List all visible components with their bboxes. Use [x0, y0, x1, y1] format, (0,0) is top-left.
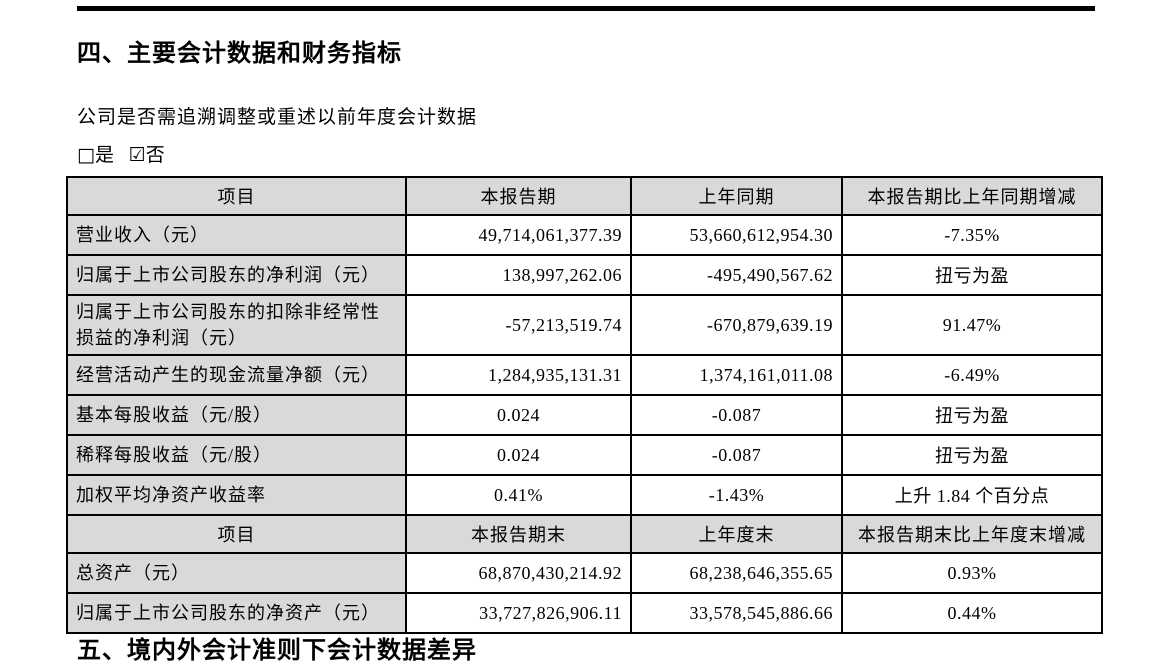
row-label: 加权平均净资产收益率	[66, 474, 407, 516]
section5-title: 五、境内外会计准则下会计数据差异	[77, 638, 477, 661]
column-header-item: 项目	[66, 176, 407, 216]
table-row-net-profit-excl-nonrecurring: 归属于上市公司股东的扣除非经常性损益的净利润（元） -57,213,519.74…	[66, 294, 1103, 356]
current-value-cell: -57,213,519.74	[405, 294, 632, 356]
financial-indicators-table: 项目 本报告期 上年同期 本报告期比上年同期增减 营业收入（元） 49,714,…	[66, 176, 1103, 634]
column-header-current-period: 本报告期	[405, 176, 632, 216]
table-row-net-assets: 归属于上市公司股东的净资产（元） 33,727,826,906.11 33,57…	[66, 592, 1103, 634]
row-label: 经营活动产生的现金流量净额（元）	[66, 354, 407, 396]
column-header-prior-year-end: 上年度末	[630, 514, 843, 554]
change-value-cell: -6.49%	[841, 354, 1103, 396]
row-label: 基本每股收益（元/股）	[66, 394, 407, 436]
column-header-change: 本报告期比上年同期增减	[841, 176, 1103, 216]
prior-value-cell: 33,578,545,886.66	[630, 592, 843, 634]
row-label: 归属于上市公司股东的净资产（元）	[66, 592, 407, 634]
prior-value-cell: 1,374,161,011.08	[630, 354, 843, 396]
option-yes-label: 是	[94, 145, 114, 166]
change-value-cell: 上升 1.84 个百分点	[841, 474, 1103, 516]
change-value-cell: 0.93%	[841, 552, 1103, 594]
column-header-end-change: 本报告期末比上年度末增减	[841, 514, 1103, 554]
option-yes: □是	[77, 144, 114, 166]
change-value-cell: 扭亏为盈	[841, 394, 1103, 436]
current-value-cell: 0.024	[405, 434, 632, 476]
change-value-cell: 扭亏为盈	[841, 434, 1103, 476]
table-row-total-assets: 总资产（元） 68,870,430,214.92 68,238,646,355.…	[66, 552, 1103, 594]
row-label: 归属于上市公司股东的扣除非经常性损益的净利润（元）	[66, 294, 407, 356]
column-header-prior-period: 上年同期	[630, 176, 843, 216]
change-value-cell: 扭亏为盈	[841, 254, 1103, 296]
current-value-cell: 0.41%	[405, 474, 632, 516]
current-value-cell: 138,997,262.06	[405, 254, 632, 296]
prior-value-cell: -1.43%	[630, 474, 843, 516]
current-value-cell: 1,284,935,131.31	[405, 354, 632, 396]
top-rule	[77, 6, 1095, 11]
restatement-options: □是 ☑否	[77, 140, 175, 167]
prior-value-cell: -495,490,567.62	[630, 254, 843, 296]
change-value-cell: -7.35%	[841, 214, 1103, 256]
prior-value-cell: 53,660,612,954.30	[630, 214, 843, 256]
change-value-cell: 0.44%	[841, 592, 1103, 634]
restatement-question: 公司是否需追溯调整或重述以前年度会计数据	[77, 107, 478, 128]
row-label: 稀释每股收益（元/股）	[66, 434, 407, 476]
column-header-period-end: 本报告期末	[405, 514, 632, 554]
section4-title: 四、主要会计数据和财务指标	[77, 41, 402, 67]
option-no: ☑否	[128, 144, 165, 166]
current-value-cell: 68,870,430,214.92	[405, 552, 632, 594]
current-value-cell: 0.024	[405, 394, 632, 436]
row-label: 总资产（元）	[66, 552, 407, 594]
table-header-row-period: 项目 本报告期 上年同期 本报告期比上年同期增减	[66, 176, 1103, 216]
table-row-weighted-roe: 加权平均净资产收益率 0.41% -1.43% 上升 1.84 个百分点	[66, 474, 1103, 516]
current-value-cell: 33,727,826,906.11	[405, 592, 632, 634]
row-label: 营业收入（元）	[66, 214, 407, 256]
table-header-row-period-end: 项目 本报告期末 上年度末 本报告期末比上年度末增减	[66, 514, 1103, 554]
table-row-net-profit: 归属于上市公司股东的净利润（元） 138,997,262.06 -495,490…	[66, 254, 1103, 296]
prior-value-cell: -0.087	[630, 434, 843, 476]
column-header-item: 项目	[66, 514, 407, 554]
row-label: 归属于上市公司股东的净利润（元）	[66, 254, 407, 296]
table-row-diluted-eps: 稀释每股收益（元/股） 0.024 -0.087 扭亏为盈	[66, 434, 1103, 476]
table-row-operating-cash-flow: 经营活动产生的现金流量净额（元） 1,284,935,131.31 1,374,…	[66, 354, 1103, 396]
checkbox-unchecked-icon: □	[77, 144, 95, 166]
prior-value-cell: 68,238,646,355.65	[630, 552, 843, 594]
change-value-cell: 91.47%	[841, 294, 1103, 356]
table-row-basic-eps: 基本每股收益（元/股） 0.024 -0.087 扭亏为盈	[66, 394, 1103, 436]
prior-value-cell: -0.087	[630, 394, 843, 436]
current-value-cell: 49,714,061,377.39	[405, 214, 632, 256]
prior-value-cell: -670,879,639.19	[630, 294, 843, 356]
checkbox-checked-icon: ☑	[128, 144, 146, 166]
option-no-label: 否	[145, 145, 165, 166]
table-row-revenue: 营业收入（元） 49,714,061,377.39 53,660,612,954…	[66, 214, 1103, 256]
